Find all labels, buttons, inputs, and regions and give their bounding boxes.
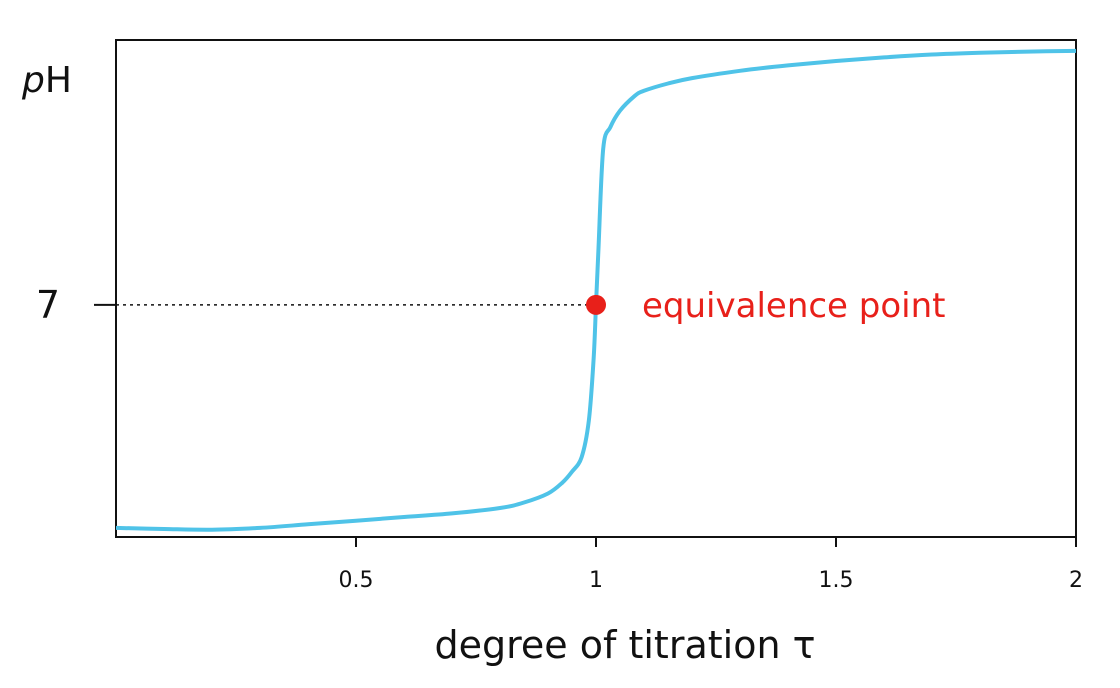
x-tick-label-1: 1 <box>589 568 603 593</box>
y-axis-label-italic: p <box>21 60 45 101</box>
y-axis-label-rest: H <box>45 60 72 101</box>
x-axis-ticks: 0.5 1 1.5 2 <box>339 537 1083 593</box>
y-axis-ticks: 7 <box>36 283 116 327</box>
y-axis-label: pH <box>21 60 72 101</box>
x-axis-label: degree of titration τ <box>435 623 816 667</box>
annotations: equivalence point <box>586 286 946 326</box>
x-tick-label-3: 2 <box>1069 568 1083 593</box>
x-tick-label-2: 1.5 <box>819 568 854 593</box>
y-tick-label-0: 7 <box>36 283 60 327</box>
equivalence-point-marker <box>586 294 606 315</box>
x-tick-label-0: 0.5 <box>339 568 374 593</box>
equivalence-point-label: equivalence point <box>642 286 946 326</box>
